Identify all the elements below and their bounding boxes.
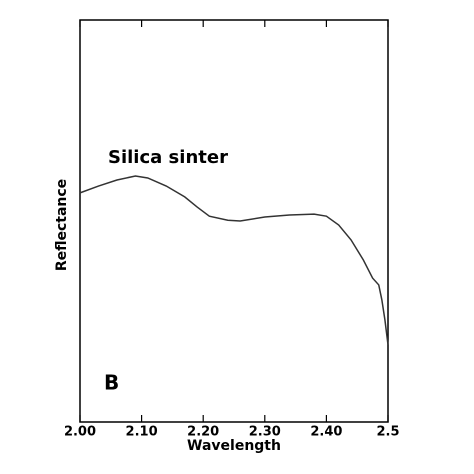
annotation: B: [104, 371, 119, 395]
x-axis-label: Wavelength: [187, 438, 281, 454]
x-tick-label: 2.40: [310, 425, 342, 440]
x-tick-label: 2.20: [187, 425, 219, 440]
y-axis-label: Reflectance: [54, 179, 70, 271]
x-tick-label: 2.30: [249, 425, 281, 440]
x-tick-label: 2.5: [376, 425, 399, 440]
data-line: [79, 175, 389, 345]
annotation: Silica sinter: [108, 147, 228, 168]
plot-frame: [79, 19, 389, 423]
x-tick-label: 2.10: [126, 425, 158, 440]
x-tick-label: 2.00: [64, 425, 96, 440]
